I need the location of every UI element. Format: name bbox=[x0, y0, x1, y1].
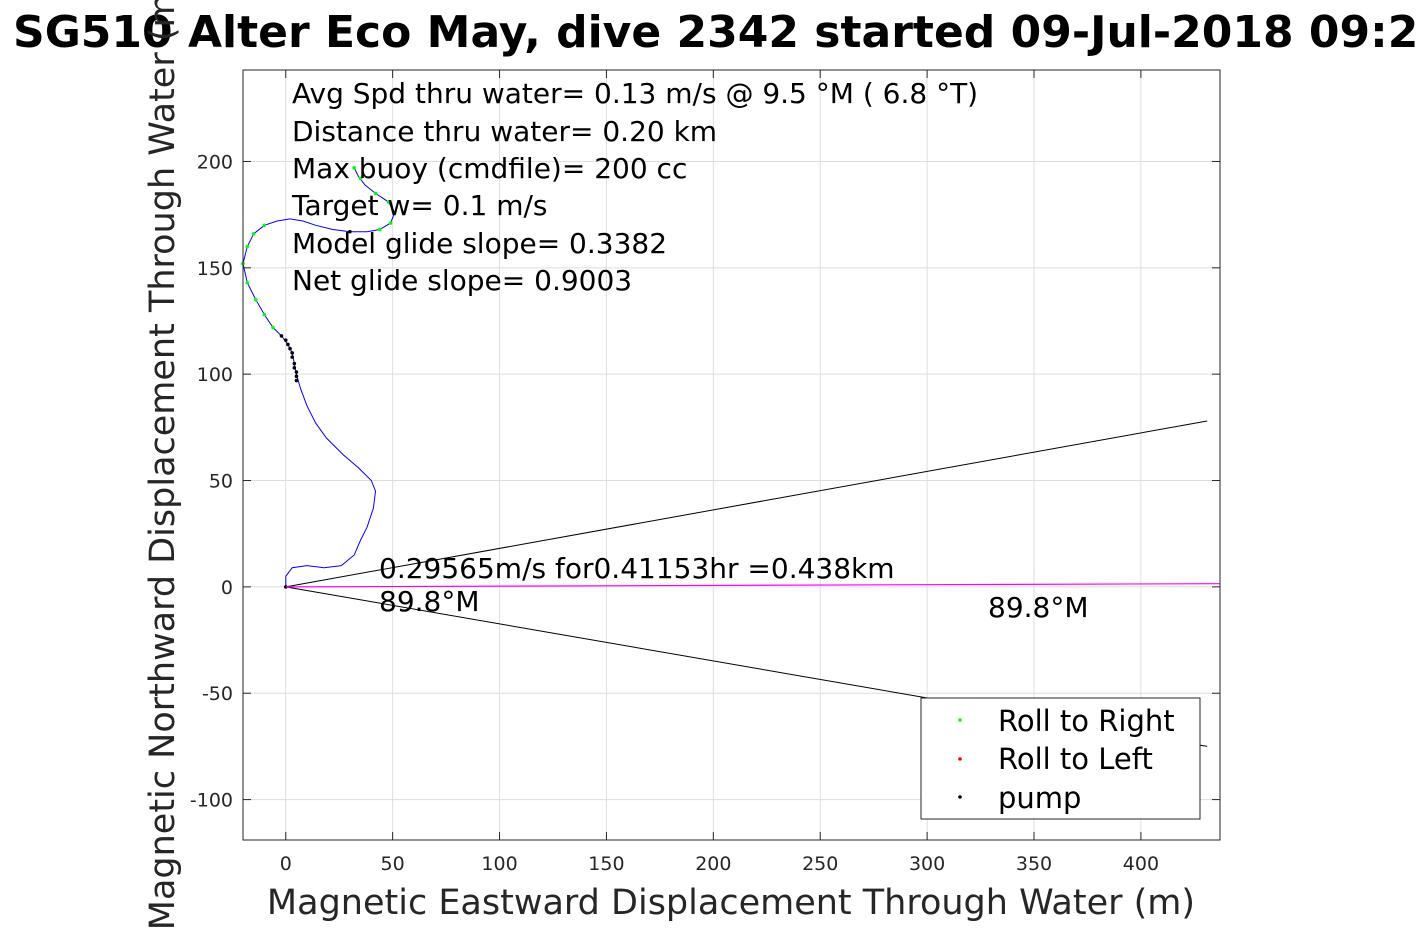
x-tick-label: 0 bbox=[280, 853, 292, 875]
current-speed-label: 0.29565m/s for0.41153hr =0.438km bbox=[379, 552, 895, 585]
chart-title: SG510 Alter Eco May, dive 2342 started 0… bbox=[13, 7, 1417, 58]
tick-marks bbox=[243, 70, 1220, 840]
pump-point bbox=[286, 342, 290, 347]
roll-right-point bbox=[358, 176, 363, 181]
pump-point bbox=[288, 346, 292, 351]
x-tick-label: 300 bbox=[909, 853, 945, 875]
roll-right-point bbox=[245, 280, 250, 285]
stats-line-max-buoy: Max buoy (cmdfile)= 200 cc bbox=[292, 152, 687, 185]
x-tick-label: 350 bbox=[1016, 853, 1052, 875]
current-heading-label-end: 89.8°M bbox=[988, 591, 1089, 624]
pump-point bbox=[348, 229, 352, 234]
y-tick-label: -50 bbox=[202, 683, 233, 705]
roll-right-point bbox=[378, 227, 382, 232]
pump-point bbox=[290, 355, 294, 359]
roll-right-point bbox=[254, 297, 258, 302]
x-tick-label: 100 bbox=[481, 853, 517, 875]
stats-line-distance: Distance thru water= 0.20 km bbox=[292, 115, 717, 148]
tick-labels: 0 50 100 150 200 250 300 350 400 -100 -50 0 50 100 150… bbox=[190, 151, 1159, 875]
current-vector-line bbox=[285, 583, 1221, 588]
x-tick-label: 200 bbox=[695, 853, 731, 875]
pump-point bbox=[290, 351, 294, 355]
x-tick-label: 400 bbox=[1123, 853, 1159, 875]
y-tick-label: 0 bbox=[221, 577, 233, 599]
legend-marker-roll-left bbox=[958, 757, 962, 761]
stats-line-net-glide: Net glide slope= 0.9003 bbox=[292, 264, 632, 297]
roll-right-point bbox=[352, 166, 356, 170]
roll-right-point bbox=[271, 325, 275, 330]
y-tick-label: 200 bbox=[197, 151, 233, 173]
x-tick-label: 250 bbox=[802, 853, 838, 875]
legend-label-roll-right: Roll to Right bbox=[998, 704, 1175, 738]
stats-line-avg-speed: Avg Spd thru water= 0.13 m/s @ 9.5 °M ( … bbox=[292, 77, 978, 110]
roll-right-point bbox=[388, 221, 393, 225]
legend-label-pump: pump bbox=[998, 781, 1081, 815]
pump-point bbox=[294, 378, 299, 383]
x-axis-label: Magnetic Eastward Displacement Through W… bbox=[267, 883, 1195, 923]
roll-right-point bbox=[386, 200, 391, 204]
glider-track-line bbox=[242, 167, 396, 587]
roll-right-point bbox=[392, 210, 397, 215]
roll-right-point bbox=[251, 231, 256, 236]
current-heading-label-origin: 89.8°M bbox=[379, 585, 480, 618]
roll-right-point bbox=[245, 244, 250, 249]
pump-point bbox=[279, 334, 284, 338]
x-tick-label: 50 bbox=[381, 853, 405, 875]
y-tick-label: 100 bbox=[197, 364, 233, 386]
legend: Roll to Right Roll to Left pump bbox=[920, 697, 1201, 820]
y-tick-label: -100 bbox=[190, 790, 233, 812]
legend-marker-pump bbox=[958, 795, 962, 799]
x-tick-label: 150 bbox=[588, 853, 624, 875]
legend-box bbox=[920, 697, 1201, 820]
pump-point bbox=[294, 374, 299, 379]
axes-box bbox=[242, 69, 1221, 841]
pump-point bbox=[292, 365, 297, 370]
pump-point bbox=[292, 361, 297, 366]
roll-right-point bbox=[262, 312, 267, 317]
pump-point bbox=[283, 338, 288, 342]
legend-label-roll-left: Roll to Left bbox=[998, 742, 1153, 776]
y-axis-label: Magnetic Northward Displacement Through … bbox=[143, 0, 183, 930]
y-tick-label: 150 bbox=[197, 258, 233, 280]
stats-annotations: Avg Spd thru water= 0.13 m/s @ 9.5 °M ( … bbox=[291, 77, 978, 297]
y-tick-label: 50 bbox=[209, 471, 233, 493]
roll-right-point bbox=[262, 223, 267, 228]
legend-marker-roll-right bbox=[958, 718, 962, 722]
pump-point bbox=[294, 370, 299, 374]
roll-right-point bbox=[373, 191, 378, 196]
current-wedge-upper-line bbox=[285, 420, 1208, 588]
stats-line-target-w: Target w= 0.1 m/s bbox=[291, 189, 548, 222]
data-series bbox=[241, 166, 1221, 589]
stats-line-model-glide: Model glide slope= 0.3382 bbox=[292, 227, 667, 260]
